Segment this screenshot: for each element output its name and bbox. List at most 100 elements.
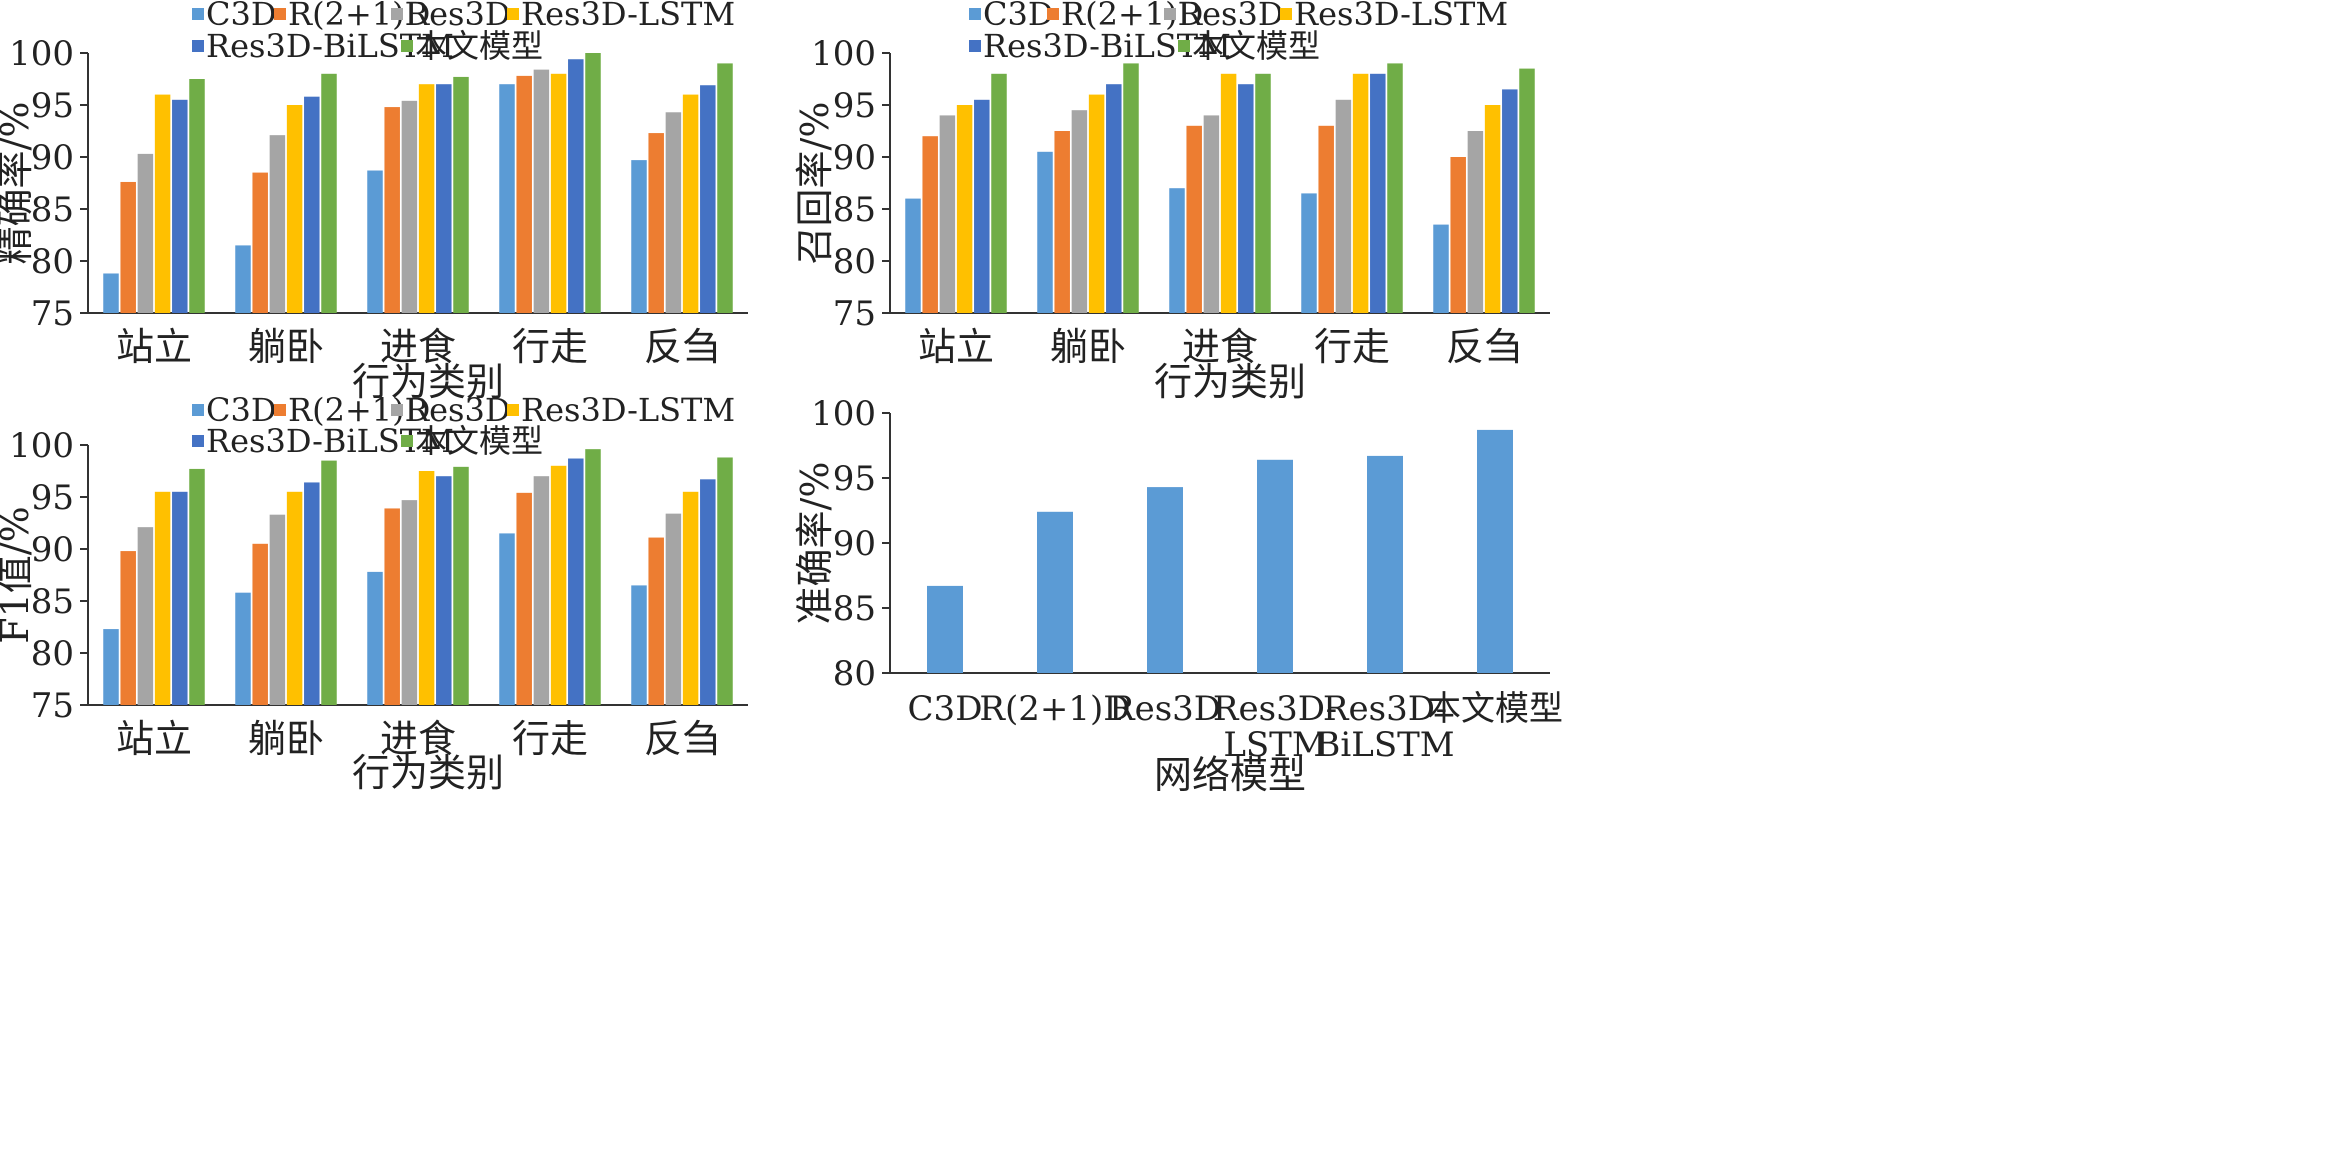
bar-res3d-bilstm-2 [436,84,452,313]
bar-c3d-4 [1433,224,1449,313]
bar-res3d-bilstm-1 [1106,84,1122,313]
bar-res3d-bilstm-3 [568,458,584,705]
bar-c3d-2 [1169,188,1185,313]
y-tick-label: 75 [31,294,74,334]
bar-res3d-lstm-0 [154,94,171,313]
x-axis-title: 行为类别 [352,751,504,795]
x-tick-label: 站立 [918,325,994,369]
bar-r-2-1-d-4 [648,537,664,705]
y-tick-label: 90 [31,530,74,570]
bar-res3d-bilstm-0 [172,491,188,705]
bar-3 [1257,459,1293,673]
bar---0 [991,73,1007,313]
x-tick-label: 躺卧 [248,717,324,761]
bar---2 [453,466,469,705]
x-tick-label: 反刍 [644,325,720,369]
bar-r-2-1-d-1 [252,543,268,705]
legend-label: Res3D [405,391,510,429]
y-tick-label: 85 [833,589,876,629]
bar-res3d-lstm-4 [682,491,699,705]
bar---3 [585,53,601,313]
x-tick-label: 反刍 [644,717,720,761]
bar-res3d-lstm-3 [550,465,567,705]
y-tick-label: 100 [811,394,876,434]
bar-res3d-4 [665,513,682,705]
bar---1 [1123,63,1139,314]
bar-res3d-lstm-4 [1484,105,1501,313]
bar-res3d-lstm-2 [418,84,435,313]
x-tick-label: 行走 [1314,325,1390,369]
y-tick-label: 80 [833,654,876,694]
bar-c3d-1 [235,592,251,705]
bar---3 [1387,63,1403,314]
legend-swatch [391,404,403,416]
legend-swatch [391,8,403,20]
bar-c3d-1 [235,245,251,313]
legend-swatch [507,8,519,20]
bar-r-2-1-d-2 [1186,125,1202,313]
bar-res3d-bilstm-0 [172,99,188,313]
bar-res3d-lstm-1 [286,491,303,705]
y-axis-title: F1值/% [0,506,37,643]
bar-r-2-1-d-4 [1450,157,1466,313]
bar-c3d-4 [631,160,647,313]
f1-chart: 75 80 85 90 95 100 F1值/% 行为类别 站立 躺卧 进食 行走 反刍 C3D R(2+1… [0,391,748,795]
legend-label: R(2+1)D [288,0,430,33]
bar-c3d-4 [631,585,647,705]
bar-res3d-bilstm-3 [1370,73,1386,313]
x-tick-label: 行走 [512,717,588,761]
legend-swatch [1047,8,1059,20]
bar-res3d-1 [1071,110,1088,313]
y-tick-label: 85 [31,190,74,230]
y-tick-label: 90 [31,138,74,178]
bar-res3d-1 [269,514,286,705]
y-tick-label: 90 [833,138,876,178]
x-tick-label: Res3D- [1213,689,1337,729]
legend-swatch [192,40,204,52]
bar-c3d-0 [103,629,119,705]
legend-label: C3D [206,391,277,429]
bar-res3d-bilstm-4 [700,479,716,705]
y-tick-label: 80 [833,242,876,282]
bar---0 [189,79,205,313]
bar-r-2-1-d-3 [1318,125,1334,313]
legend-label: Res3D [1178,0,1283,33]
precision-chart: 75 80 85 90 95 100 精确率/% 行为类别 站立 躺卧 进食 行走 反刍 C3D R(2+1… [0,0,748,404]
y-tick-label: 90 [833,524,876,564]
legend-label: 本文模型 [415,27,543,65]
legend-label: R(2+1)D [1061,0,1203,33]
bar-r-2-1-d-1 [252,172,268,313]
bar-c3d-3 [499,84,515,313]
bar---1 [321,73,337,313]
bar-res3d-2 [1203,115,1220,314]
legend-label: C3D [206,0,277,33]
legend-swatch [192,8,204,20]
y-tick-label: 75 [833,294,876,334]
bar-res3d-bilstm-4 [1502,89,1518,314]
bar-res3d-lstm-0 [154,491,171,705]
accuracy-chart: 80859095100准确率/%网络模型C3DR(2+1)DRes3DRes3D… [793,394,1563,797]
x-tick-label: 站立 [116,325,192,369]
bar-res3d-2 [401,100,418,313]
bar---3 [585,449,601,705]
bar-res3d-lstm-1 [286,105,303,313]
legend-swatch [401,40,413,52]
y-tick-label: 100 [811,34,876,74]
bar-r-2-1-d-0 [922,136,938,313]
bar---0 [189,468,205,705]
y-tick-label: 95 [31,86,74,126]
y-tick-label: 100 [9,34,74,74]
legend-swatch [969,40,981,52]
legend-swatch [274,8,286,20]
y-tick-label: 75 [31,686,74,726]
bar-res3d-0 [137,527,154,705]
bar---4 [717,63,733,314]
y-tick-label: 80 [31,634,74,674]
x-axis-title: 行为类别 [352,360,504,404]
bar-r-2-1-d-2 [384,107,400,313]
bar-res3d-2 [401,500,418,705]
legend-swatch [1280,8,1292,20]
bar-res3d-1 [269,135,286,313]
x-axis-title: 行为类别 [1154,360,1306,404]
